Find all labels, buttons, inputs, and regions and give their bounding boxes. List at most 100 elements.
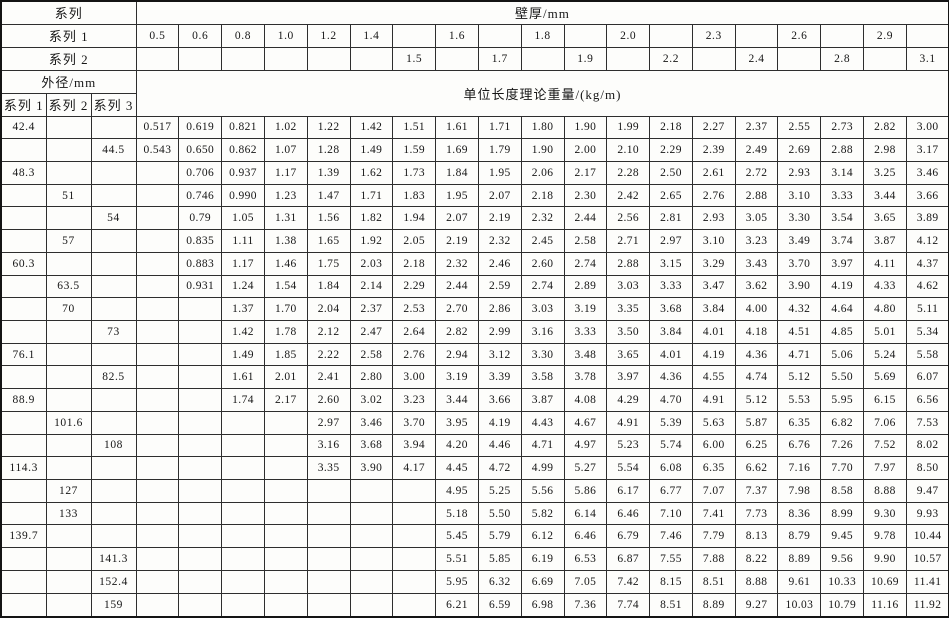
weight-value-cell: 4.20 [435, 433, 479, 458]
weight-value-cell: 10.57 [905, 547, 949, 571]
weight-value-cell: 0.543 [135, 138, 180, 162]
weight-value-cell [135, 160, 180, 185]
diameter-cell: 44.5 [90, 138, 137, 162]
weight-value-cell [135, 388, 180, 412]
weight-value-cell: 3.74 [820, 229, 865, 253]
weight-value-cell: 4.70 [649, 388, 693, 412]
weight-value-cell [178, 410, 223, 435]
weight-value-cell: 2.73 [820, 115, 865, 140]
weight-value-cell: 6.08 [649, 456, 693, 480]
weight-value-cell: 3.30 [520, 342, 565, 367]
weight-value-cell [178, 319, 223, 344]
diameter-cell [90, 456, 137, 480]
thickness-series2-cell [777, 46, 822, 71]
weight-value-cell: 3.90 [777, 274, 822, 299]
thickness-series2-cell [520, 46, 565, 71]
weight-value-cell [135, 501, 180, 526]
weight-value-cell: 2.29 [649, 138, 693, 162]
weight-value-cell: 3.46 [905, 160, 949, 185]
weight-value-cell [178, 524, 223, 549]
weight-value-cell: 6.69 [520, 569, 565, 594]
weight-value-cell: 1.92 [349, 229, 394, 253]
weight-value-cell: 4.64 [820, 297, 865, 321]
weight-value-cell: 3.33 [820, 183, 865, 208]
weight-value-cell: 5.50 [477, 501, 522, 526]
thickness-series1-cell [820, 23, 865, 48]
weight-value-cell [263, 433, 308, 458]
weight-value-cell: 1.23 [263, 183, 308, 208]
weight-value-cell: 7.41 [691, 501, 736, 526]
weight-value-cell [135, 547, 180, 571]
weight-value-cell: 9.78 [863, 524, 907, 549]
table-row: 54 0.79 1.05 1.31 1.56 1.82 1.94 2.07 2.19 2.32 2.… [0, 206, 949, 231]
table-row: 51 0.746 0.990 1.23 1.47 1.71 1.83 1.95 2.07 2.18… [0, 183, 949, 208]
weight-value-cell: 2.82 [863, 115, 907, 140]
weight-value-cell: 1.07 [263, 138, 308, 162]
thickness-series1-cell: 0.8 [221, 23, 265, 48]
diameter-cell: 51 [45, 183, 92, 208]
diameter-cell [90, 342, 137, 367]
weight-value-cell: 8.02 [905, 433, 949, 458]
diameter-cell [0, 501, 47, 526]
weight-value-cell: 3.29 [691, 251, 736, 276]
weight-value-cell: 2.50 [649, 160, 693, 185]
weight-value-cell: 2.76 [392, 342, 437, 367]
weight-value-cell [221, 569, 265, 594]
weight-value-cell: 2.98 [863, 138, 907, 162]
weight-value-cell: 10.03 [777, 592, 822, 618]
diameter-cell [45, 388, 92, 412]
weight-value-cell: 2.37 [349, 297, 394, 321]
weight-value-cell: 2.97 [306, 410, 351, 435]
weight-value-cell: 3.03 [520, 297, 565, 321]
thickness-series1-cell: 2.9 [863, 23, 907, 48]
weight-value-cell: 6.46 [563, 524, 608, 549]
weight-value-cell: 3.97 [606, 365, 651, 390]
weight-value-cell: 3.70 [777, 251, 822, 276]
weight-value-cell: 4.67 [563, 410, 608, 435]
diameter-cell [0, 274, 47, 299]
weight-value-cell [135, 319, 180, 344]
weight-value-cell: 1.51 [392, 115, 437, 140]
weight-value-cell [221, 547, 265, 571]
weight-value-cell: 3.94 [392, 433, 437, 458]
weight-value-cell: 8.89 [691, 592, 736, 618]
weight-value-cell: 5.01 [863, 319, 907, 344]
diameter-cell [0, 592, 47, 618]
weight-value-cell: 2.61 [691, 160, 736, 185]
weight-value-cell: 1.95 [435, 183, 479, 208]
weight-value-cell: 2.07 [435, 206, 479, 231]
weight-value-cell: 2.37 [734, 115, 779, 140]
diameter-cell [45, 342, 92, 367]
table-body: 42.4 0.517 0.619 0.821 1.02 1.22 1.42 1.51 1.61 1… [0, 115, 949, 618]
weight-value-cell: 2.07 [477, 183, 522, 208]
thickness-series1-cell [905, 23, 949, 48]
weight-value-cell: 5.12 [734, 388, 779, 412]
weight-value-cell: 6.76 [777, 433, 822, 458]
weight-value-cell: 3.14 [820, 160, 865, 185]
weight-value-cell: 3.97 [820, 251, 865, 276]
weight-value-cell: 1.38 [263, 229, 308, 253]
weight-value-cell [135, 342, 180, 367]
thickness-series2-cell: 2.4 [734, 46, 779, 71]
diameter-cell [0, 410, 47, 435]
weight-value-cell: 2.04 [306, 297, 351, 321]
weight-value-cell [392, 592, 437, 618]
diameter-cell [90, 388, 137, 412]
weight-value-cell: 0.931 [178, 274, 223, 299]
weight-value-cell: 2.81 [649, 206, 693, 231]
diameter-cell [45, 206, 92, 231]
weight-value-cell: 3.58 [520, 365, 565, 390]
weight-value-cell: 1.78 [263, 319, 308, 344]
weight-value-cell: 2.05 [392, 229, 437, 253]
weight-value-cell: 1.70 [263, 297, 308, 321]
weight-value-cell [263, 547, 308, 571]
weight-value-cell: 2.64 [392, 319, 437, 344]
weight-value-cell: 5.39 [649, 410, 693, 435]
weight-value-cell [392, 524, 437, 549]
weight-value-cell: 3.49 [777, 229, 822, 253]
weight-value-cell: 7.42 [606, 569, 651, 594]
weight-value-cell: 4.08 [563, 388, 608, 412]
diameter-cell [0, 206, 47, 231]
weight-value-cell: 3.15 [649, 251, 693, 276]
weight-value-cell: 5.58 [905, 342, 949, 367]
